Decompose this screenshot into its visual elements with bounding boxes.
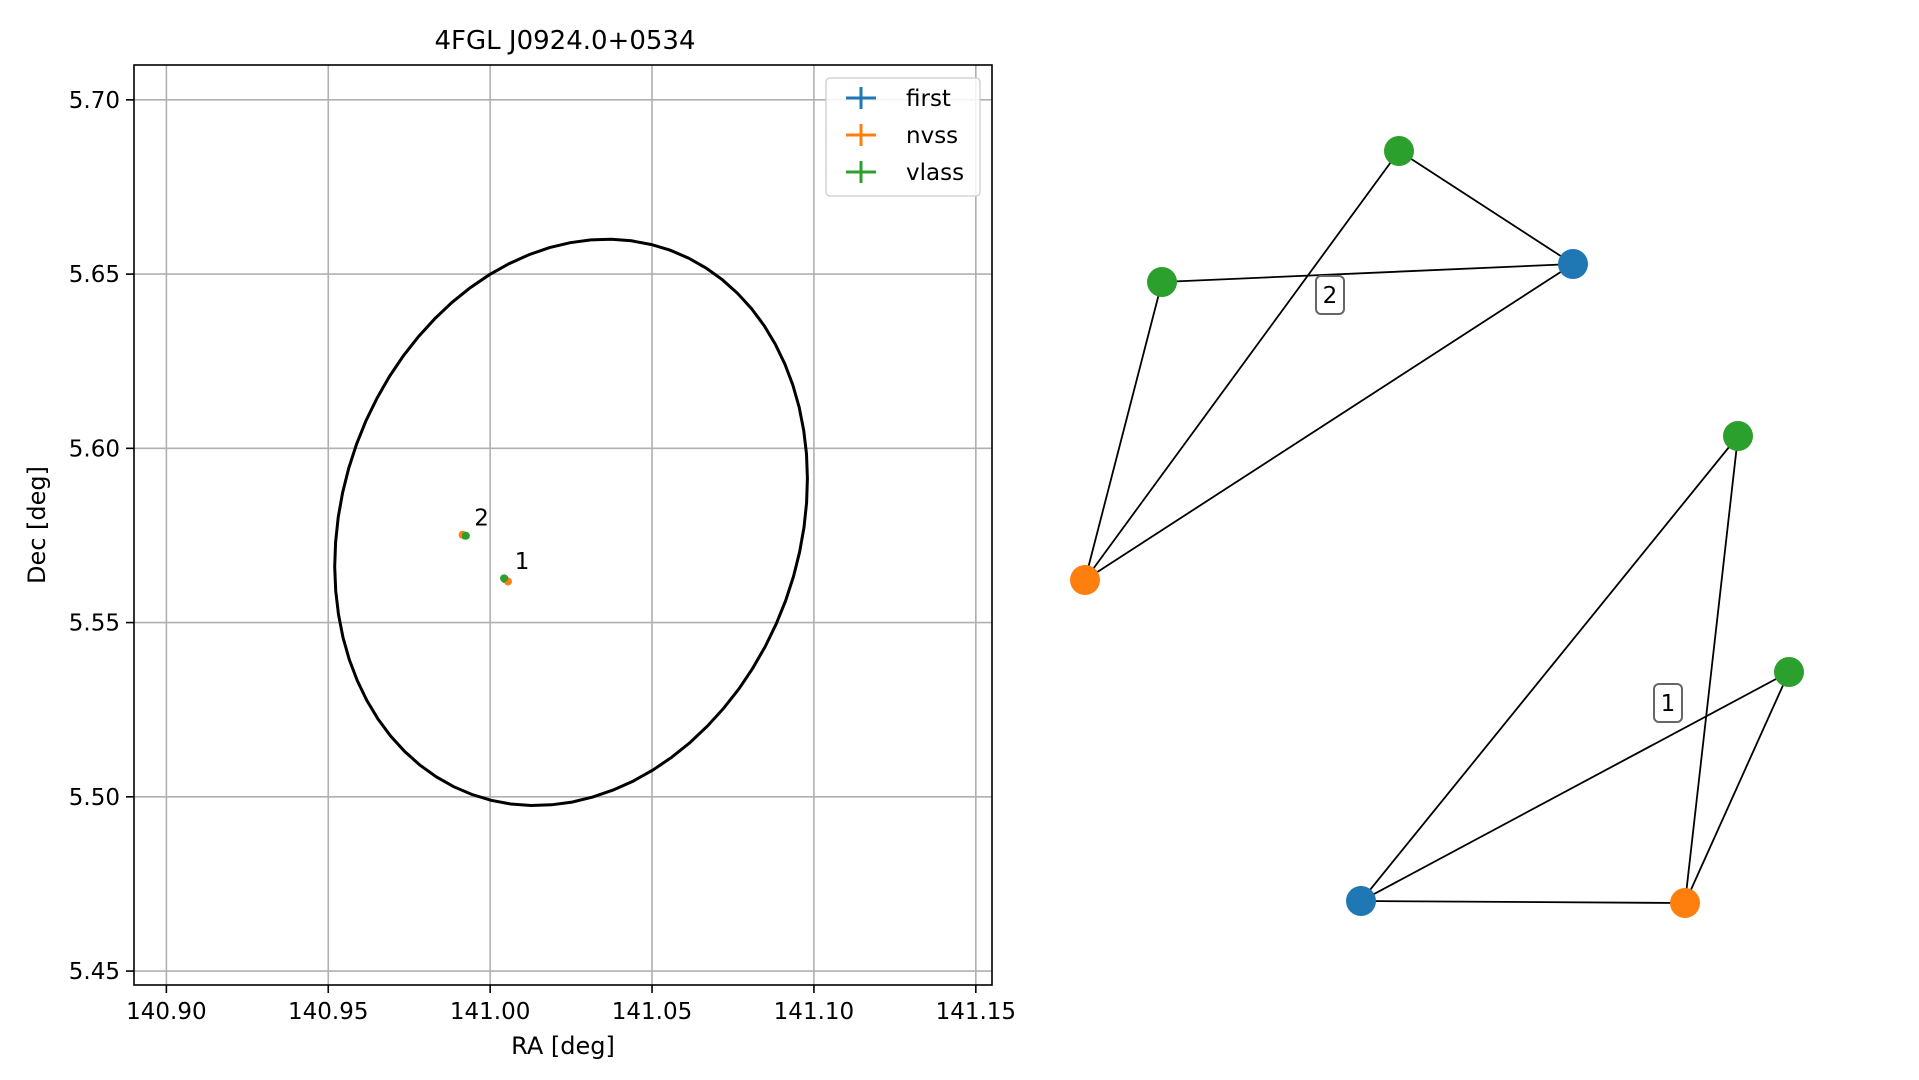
y-tick-label: 5.50 [69, 785, 120, 811]
y-tick-label: 5.55 [69, 611, 120, 637]
x-tick-label: 140.95 [288, 999, 368, 1025]
network-node-nvss [1670, 888, 1700, 918]
network-edge [1084, 281, 1163, 581]
network-node-vlass_a [1723, 421, 1753, 451]
edge-layer [1084, 150, 1790, 904]
scatter-panel: 4FGL J0924.0+0534 12 140.90 140.95 141.00 1… [23, 26, 1016, 1060]
legend-vlass-label: vlass [906, 160, 964, 186]
network-node-first [1346, 886, 1376, 916]
network-edge [1360, 671, 1790, 902]
group-label-box [1653, 683, 1683, 723]
network-edge [1684, 671, 1790, 904]
group-label: 2 [1323, 283, 1338, 309]
group-label-box [1315, 275, 1345, 315]
y-tick-label: 5.70 [69, 88, 120, 114]
plot-title: 4FGL J0924.0+0534 [435, 26, 696, 56]
match-label: 2 [474, 505, 489, 531]
network-edge [1398, 150, 1574, 265]
node-layer [1070, 136, 1804, 918]
x-tick-layer: 140.90 140.95 141.00 141.05 141.10 141.15 [126, 985, 1016, 1025]
y-tick-label: 5.65 [69, 262, 120, 288]
grid-layer [134, 65, 992, 985]
legend-nvss-label: nvss [906, 123, 958, 149]
x-tick-label: 141.00 [450, 999, 530, 1025]
x-tick-label: 140.90 [126, 999, 206, 1025]
network-edge [1360, 435, 1739, 902]
group-label-layer: 21 [1315, 275, 1683, 723]
vlass-point [461, 531, 470, 540]
plot-frame [133, 64, 993, 986]
network-edge [1084, 263, 1574, 581]
network-edge [1084, 150, 1400, 581]
network-node-vlass_a [1147, 267, 1177, 297]
match-label: 1 [515, 549, 530, 575]
network-node-vlass_b [1774, 657, 1804, 687]
points-layer [458, 530, 512, 586]
network-node-nvss [1070, 565, 1100, 595]
ellipse-layer [333, 237, 809, 808]
x-axis-label: RA [deg] [511, 1032, 615, 1060]
y-tick-layer: 5.45 5.50 5.55 5.60 5.65 5.70 [69, 88, 134, 985]
x-tick-label: 141.05 [612, 999, 692, 1025]
y-axis-label: Dec [deg] [23, 466, 51, 584]
group-label: 1 [1661, 691, 1676, 717]
y-tick-label: 5.60 [69, 436, 120, 462]
legend-first-label: first [906, 86, 951, 112]
network-edge [1360, 900, 1686, 904]
vlass-point [500, 574, 509, 583]
annotation-layer: 12 [474, 505, 529, 575]
x-tick-label: 141.10 [774, 999, 854, 1025]
network-edge [1684, 435, 1739, 904]
legend-box [825, 77, 981, 197]
legend-entries: first nvss vlass [846, 86, 964, 186]
network-node-first [1558, 249, 1588, 279]
x-tick-label: 141.15 [936, 999, 1016, 1025]
y-tick-label: 5.45 [69, 959, 120, 985]
network-node-vlass_b [1384, 136, 1414, 166]
network-panel: 21 [1070, 136, 1804, 918]
legend: first nvss vlass [825, 77, 981, 197]
localization-ellipse [333, 237, 809, 808]
network-edge [1161, 263, 1574, 283]
